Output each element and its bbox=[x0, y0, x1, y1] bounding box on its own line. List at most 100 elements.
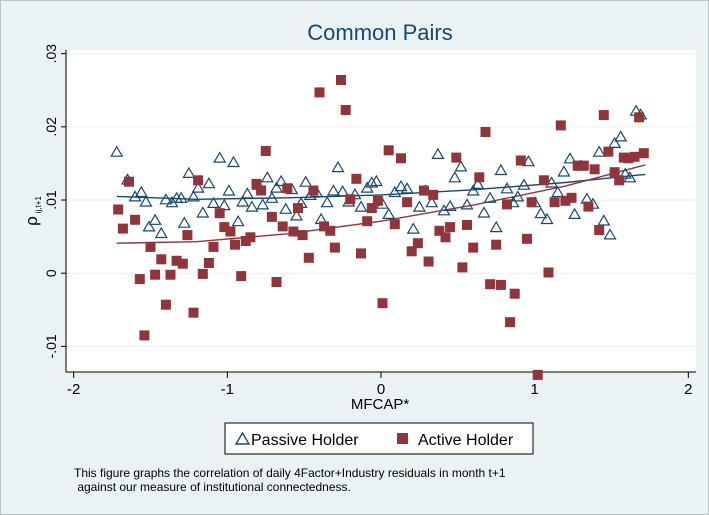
data-point-active bbox=[474, 172, 485, 183]
data-point-active bbox=[402, 197, 413, 208]
data-point-passive bbox=[454, 160, 468, 172]
data-point-active bbox=[372, 195, 383, 206]
data-point-active bbox=[594, 225, 605, 235]
data-point-passive bbox=[618, 167, 632, 179]
note-line-2: against our measure of institutional con… bbox=[74, 480, 351, 494]
data-point-active bbox=[117, 223, 128, 234]
y-tick-label: .01 bbox=[43, 190, 59, 210]
data-point-active bbox=[543, 267, 554, 278]
data-point-passive bbox=[460, 198, 474, 210]
data-point-active bbox=[560, 195, 571, 206]
data-point-active bbox=[160, 299, 171, 310]
data-point-active bbox=[603, 146, 614, 157]
data-point-passive bbox=[608, 136, 622, 148]
data-point-active bbox=[277, 221, 288, 232]
data-point-passive bbox=[159, 193, 173, 205]
data-point-active bbox=[208, 241, 219, 252]
data-point-active bbox=[396, 153, 406, 164]
data-point-passive bbox=[614, 130, 628, 142]
data-point-active bbox=[236, 271, 247, 282]
data-point-active bbox=[165, 269, 176, 280]
data-point-passive bbox=[563, 152, 577, 164]
data-point-passive bbox=[534, 207, 548, 219]
x-tick-label: 2 bbox=[684, 381, 692, 398]
data-point-active bbox=[566, 192, 577, 203]
data-point-active bbox=[509, 288, 520, 299]
data-point-passive bbox=[483, 191, 497, 203]
data-point-active bbox=[288, 226, 299, 237]
data-point-active bbox=[308, 185, 319, 196]
y-axis-title-sub: ij,t+1 bbox=[34, 196, 43, 214]
data-point-passive bbox=[274, 174, 288, 187]
legend-label-passive: Passive Holder bbox=[251, 432, 359, 449]
data-point-passive bbox=[511, 190, 525, 202]
data-point-passive bbox=[269, 181, 284, 193]
data-point-passive bbox=[299, 175, 313, 187]
data-point-active bbox=[356, 248, 366, 259]
data-point-active bbox=[502, 199, 512, 210]
data-point-passive bbox=[494, 163, 508, 176]
data-point-active bbox=[383, 145, 394, 156]
data-point-passive bbox=[431, 147, 445, 159]
data-point-passive bbox=[477, 206, 491, 218]
data-point-passive bbox=[369, 174, 383, 187]
legend: Passive Holder Active Holder bbox=[224, 422, 534, 455]
legend-marker-passive bbox=[234, 431, 251, 445]
y-axis: -.01 0 .01 .02 .03 bbox=[43, 44, 67, 372]
data-point-active bbox=[462, 219, 472, 230]
data-point-active bbox=[314, 87, 325, 98]
data-point-active bbox=[297, 230, 308, 241]
data-point-active bbox=[434, 225, 445, 236]
data-point-passive bbox=[139, 195, 153, 207]
data-point-passive bbox=[174, 191, 188, 203]
x-tick-label: -1 bbox=[221, 381, 234, 398]
data-point-passive bbox=[448, 171, 462, 183]
data-point-active bbox=[362, 216, 373, 227]
data-point-passive bbox=[240, 187, 254, 199]
y-tick-label: .02 bbox=[43, 117, 59, 137]
data-point-active bbox=[614, 175, 625, 186]
data-point-active bbox=[572, 160, 583, 171]
data-point-passive bbox=[265, 191, 279, 203]
data-point-passive bbox=[517, 178, 531, 190]
data-point-active bbox=[522, 233, 532, 244]
data-point-active bbox=[351, 173, 362, 184]
data-point-active bbox=[336, 75, 346, 85]
data-point-passive bbox=[406, 222, 420, 234]
data-point-active bbox=[340, 105, 351, 115]
data-point-active bbox=[130, 214, 141, 225]
data-point-passive bbox=[336, 185, 350, 197]
data-point-passive bbox=[331, 160, 345, 173]
data-point-active bbox=[366, 203, 377, 214]
data-point-active bbox=[638, 148, 649, 159]
fit-line-passive bbox=[116, 173, 646, 201]
data-point-passive bbox=[279, 202, 293, 214]
note-line-1: This figure graphs the correlation of da… bbox=[74, 466, 506, 480]
data-point-passive bbox=[400, 182, 414, 194]
data-point-active bbox=[293, 203, 303, 214]
data-point-active bbox=[134, 274, 145, 285]
data-point-active bbox=[377, 298, 388, 309]
data-point-active bbox=[412, 238, 423, 249]
data-point-active bbox=[124, 176, 134, 187]
data-point-active bbox=[549, 197, 560, 208]
data-point-passive bbox=[603, 228, 617, 240]
legend-box bbox=[224, 422, 534, 455]
x-tick-label: -2 bbox=[67, 381, 80, 398]
data-point-active bbox=[629, 151, 640, 162]
fit-lines bbox=[116, 164, 646, 244]
x-tick-label: 0 bbox=[377, 381, 385, 398]
data-points bbox=[110, 75, 649, 380]
data-point-passive bbox=[222, 184, 236, 196]
data-point-active bbox=[505, 317, 516, 328]
data-point-passive bbox=[557, 165, 571, 177]
data-point-passive bbox=[186, 190, 201, 202]
legend-label-active: Active Holder bbox=[418, 432, 514, 449]
data-point-active bbox=[256, 185, 267, 196]
legend-marker-active bbox=[397, 433, 408, 444]
data-point-passive bbox=[226, 155, 241, 168]
data-point-active bbox=[598, 110, 609, 121]
data-point-active bbox=[282, 183, 293, 194]
data-point-passive bbox=[412, 200, 426, 212]
